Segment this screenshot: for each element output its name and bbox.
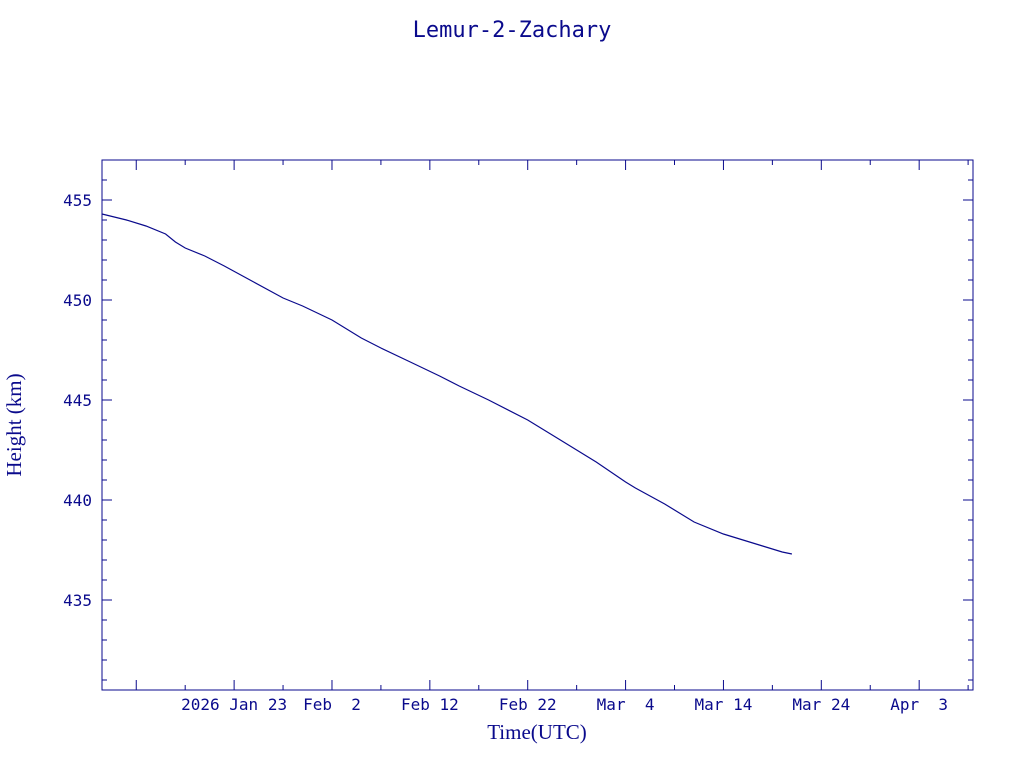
x-tick-label: 2026 Jan 23 — [181, 695, 287, 714]
y-axis-label: Height (km) — [2, 373, 26, 476]
y-tick-label: 435 — [63, 591, 92, 610]
series-layer — [101, 213, 793, 555]
x-axis-ticks: 2026 Jan 23 Feb 2 Feb 12 Feb 22 Mar 4 Mar 14 M… — [135, 160, 969, 714]
x-tick-label: Feb 22 — [499, 695, 557, 714]
x-tick-label: Mar 4 — [597, 695, 655, 714]
x-axis-label: Time(UTC) — [487, 720, 587, 744]
y-tick-label: 450 — [63, 291, 92, 310]
y-tick-label: 455 — [63, 191, 92, 210]
x-tick-label: Apr 3 — [890, 695, 948, 714]
x-tick-label: Mar 14 — [695, 695, 753, 714]
x-tick-label: Mar 24 — [792, 695, 850, 714]
y-axis-ticks: 435 440 445 450 455 — [63, 159, 973, 681]
y-tick-label: 440 — [63, 491, 92, 510]
x-tick-label: Feb 2 — [303, 695, 361, 714]
x-tick-label: Feb 12 — [401, 695, 459, 714]
height-series-line — [101, 213, 793, 555]
y-tick-label: 445 — [63, 391, 92, 410]
plot-frame — [101, 159, 974, 691]
chart-title: Lemur-2-Zachary — [413, 18, 612, 43]
